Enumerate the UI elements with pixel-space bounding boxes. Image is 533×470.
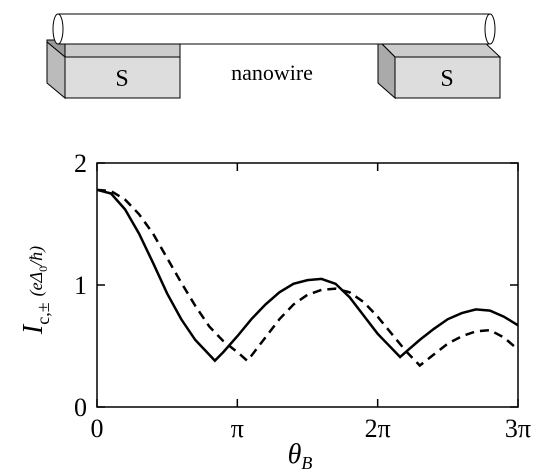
- y-tick-label: 0: [74, 393, 87, 422]
- x-symbol: θ: [288, 439, 302, 470]
- y-symbol-sub: c,±: [33, 302, 53, 324]
- plot-frame: [96, 162, 519, 408]
- y-tick-label: 2: [74, 149, 87, 178]
- setup-diagram: [46, 13, 502, 100]
- nanowire-end: [52, 13, 64, 45]
- line-series: [96, 188, 519, 363]
- wire-label: nanowire: [231, 60, 313, 85]
- x-axis-label: θB: [288, 439, 313, 470]
- line-series: [96, 188, 519, 368]
- y-axis-label: Ic,± (eΔ0/ħ): [18, 246, 53, 335]
- x-tick-label: 2π: [365, 414, 391, 443]
- left-block-front: [64, 56, 181, 99]
- x-tick-label: π: [231, 414, 244, 443]
- y-symbol: I: [18, 323, 49, 335]
- electrode-label: S: [440, 66, 453, 92]
- y-unit: (eΔ: [26, 272, 47, 297]
- y-unit-sub: 0: [36, 266, 50, 272]
- x-symbol-sub: B: [301, 453, 312, 470]
- right-block-front: [394, 56, 501, 99]
- nanowire: [57, 13, 491, 45]
- x-tick-label: 0: [91, 414, 104, 443]
- electrode-label: S: [115, 66, 128, 92]
- nanowire-end: [484, 13, 496, 45]
- y-unit-end: /ħ): [26, 246, 47, 267]
- y-tick-label: 1: [74, 271, 87, 300]
- x-tick-label: 3π: [505, 414, 531, 443]
